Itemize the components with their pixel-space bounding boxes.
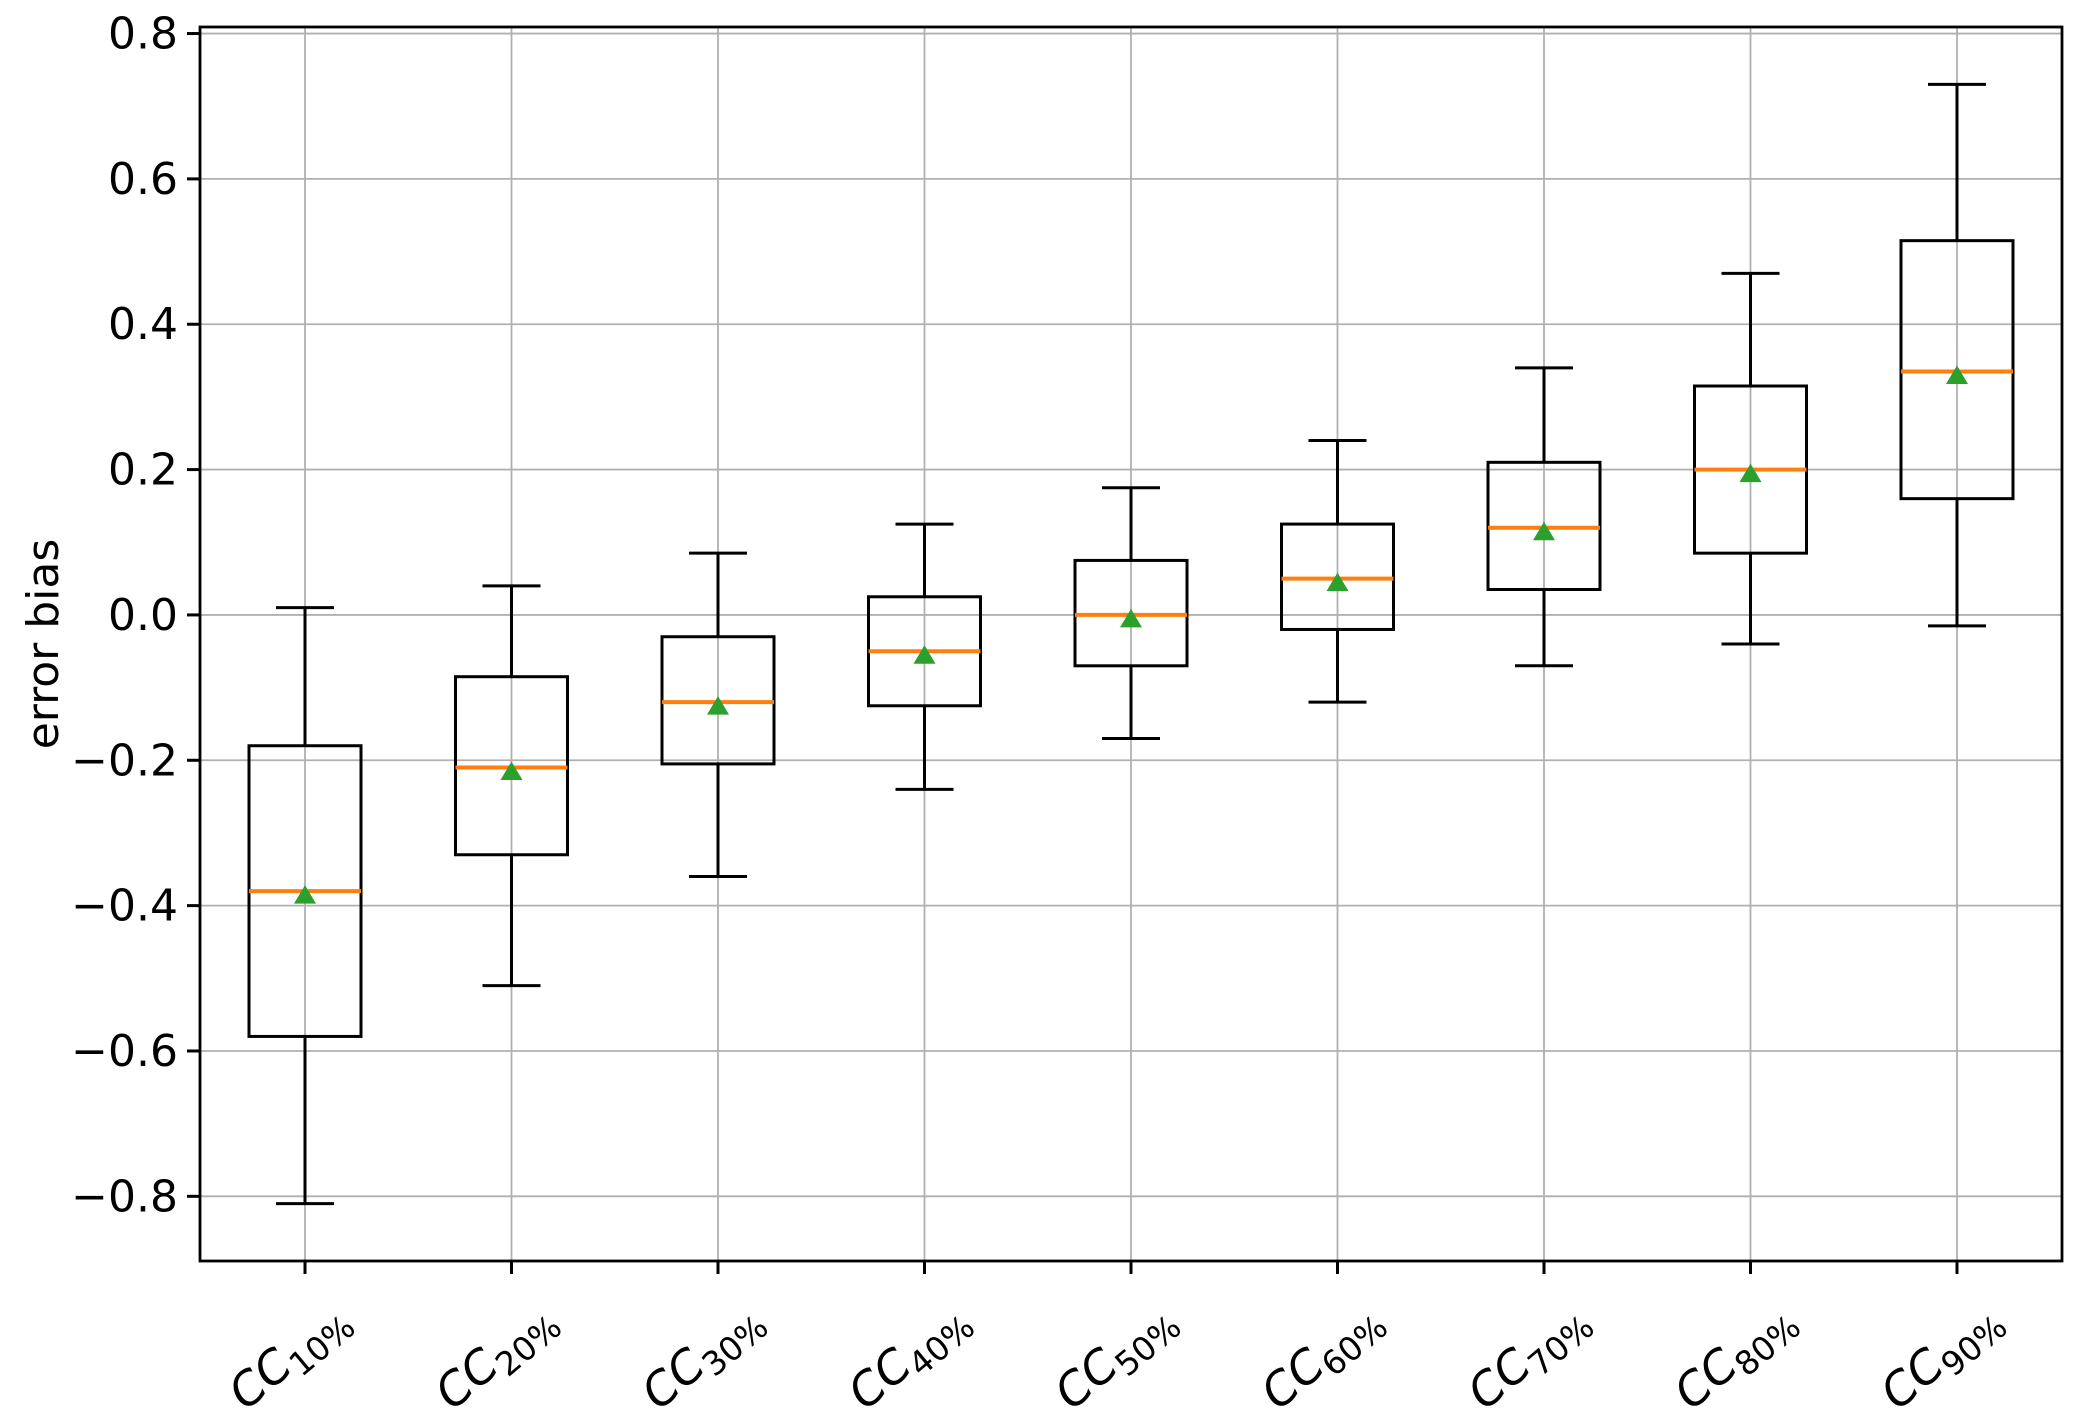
mean-marker xyxy=(1120,608,1142,628)
x-tick-label-group: CC10% xyxy=(218,1290,363,1424)
x-tick-label-group: CC60% xyxy=(1250,1290,1395,1424)
x-tick-labels: CC10% CC20% CC30% CC40% CC50% CC60% CC70% CC80%… xyxy=(218,1290,2015,1424)
y-tick-label: −0.2 xyxy=(71,735,178,786)
mean-marker xyxy=(294,885,316,904)
boxes xyxy=(247,82,2015,1206)
box-CC40% xyxy=(867,522,982,791)
box-CC70% xyxy=(1486,366,1602,668)
x-tick-label-group: CC40% xyxy=(837,1290,982,1424)
box-CC10% xyxy=(247,606,363,1206)
y-tick-labels: 0.8 0.6 0.4 0.2 0.0 −0.2 −0.4 −0.6 −0.8 xyxy=(71,9,178,1223)
mean-marker xyxy=(1533,521,1555,541)
x-tick-label: CC50% xyxy=(1044,1290,1189,1424)
x-tick-label-group: CC80% xyxy=(1663,1290,1808,1424)
x-tick-label-group: CC90% xyxy=(1870,1290,2015,1424)
gridlines xyxy=(200,27,2062,1261)
box-CC80% xyxy=(1693,271,1808,646)
mean-marker xyxy=(500,761,523,781)
box-CC20% xyxy=(454,584,569,988)
x-tick-label: CC10% xyxy=(218,1290,363,1424)
y-tick-label: −0.8 xyxy=(71,1171,178,1222)
x-tick-label: CC80% xyxy=(1663,1290,1808,1424)
y-tick-label: 0.6 xyxy=(108,154,178,205)
y-tick-label: 0.8 xyxy=(108,9,178,60)
y-tick-label: 0.4 xyxy=(108,299,178,350)
mean-marker xyxy=(707,696,729,715)
mean-marker xyxy=(1326,572,1349,592)
x-tick-label: CC30% xyxy=(631,1290,776,1424)
box-CC30% xyxy=(660,551,776,879)
mean-marker xyxy=(1739,463,1762,483)
mean-marker xyxy=(913,645,936,664)
x-tick-label-group: CC20% xyxy=(424,1290,569,1424)
box-CC50% xyxy=(1073,486,1189,740)
mean-marker xyxy=(1946,365,1968,384)
x-tick-label-group: CC30% xyxy=(631,1290,776,1424)
x-tick-label-group: CC50% xyxy=(1044,1290,1189,1424)
y-tick-label: −0.4 xyxy=(71,881,178,932)
y-axis-label: error bias xyxy=(18,539,69,750)
x-tick-label: CC20% xyxy=(424,1290,569,1424)
y-tick-label: 0.2 xyxy=(108,445,178,496)
y-tick-label: −0.6 xyxy=(71,1026,178,1077)
x-tick-label: CC90% xyxy=(1870,1290,2015,1424)
box-CC90% xyxy=(1899,82,2015,628)
x-tick-label: CC60% xyxy=(1250,1290,1395,1424)
y-tick-label: 0.0 xyxy=(108,590,178,641)
x-tick-label: CC40% xyxy=(837,1290,982,1424)
x-tick-label-group: CC70% xyxy=(1457,1290,1602,1424)
x-tick-label: CC70% xyxy=(1457,1290,1602,1424)
box-CC60% xyxy=(1280,439,1395,704)
axis-ticks xyxy=(187,32,1959,1274)
